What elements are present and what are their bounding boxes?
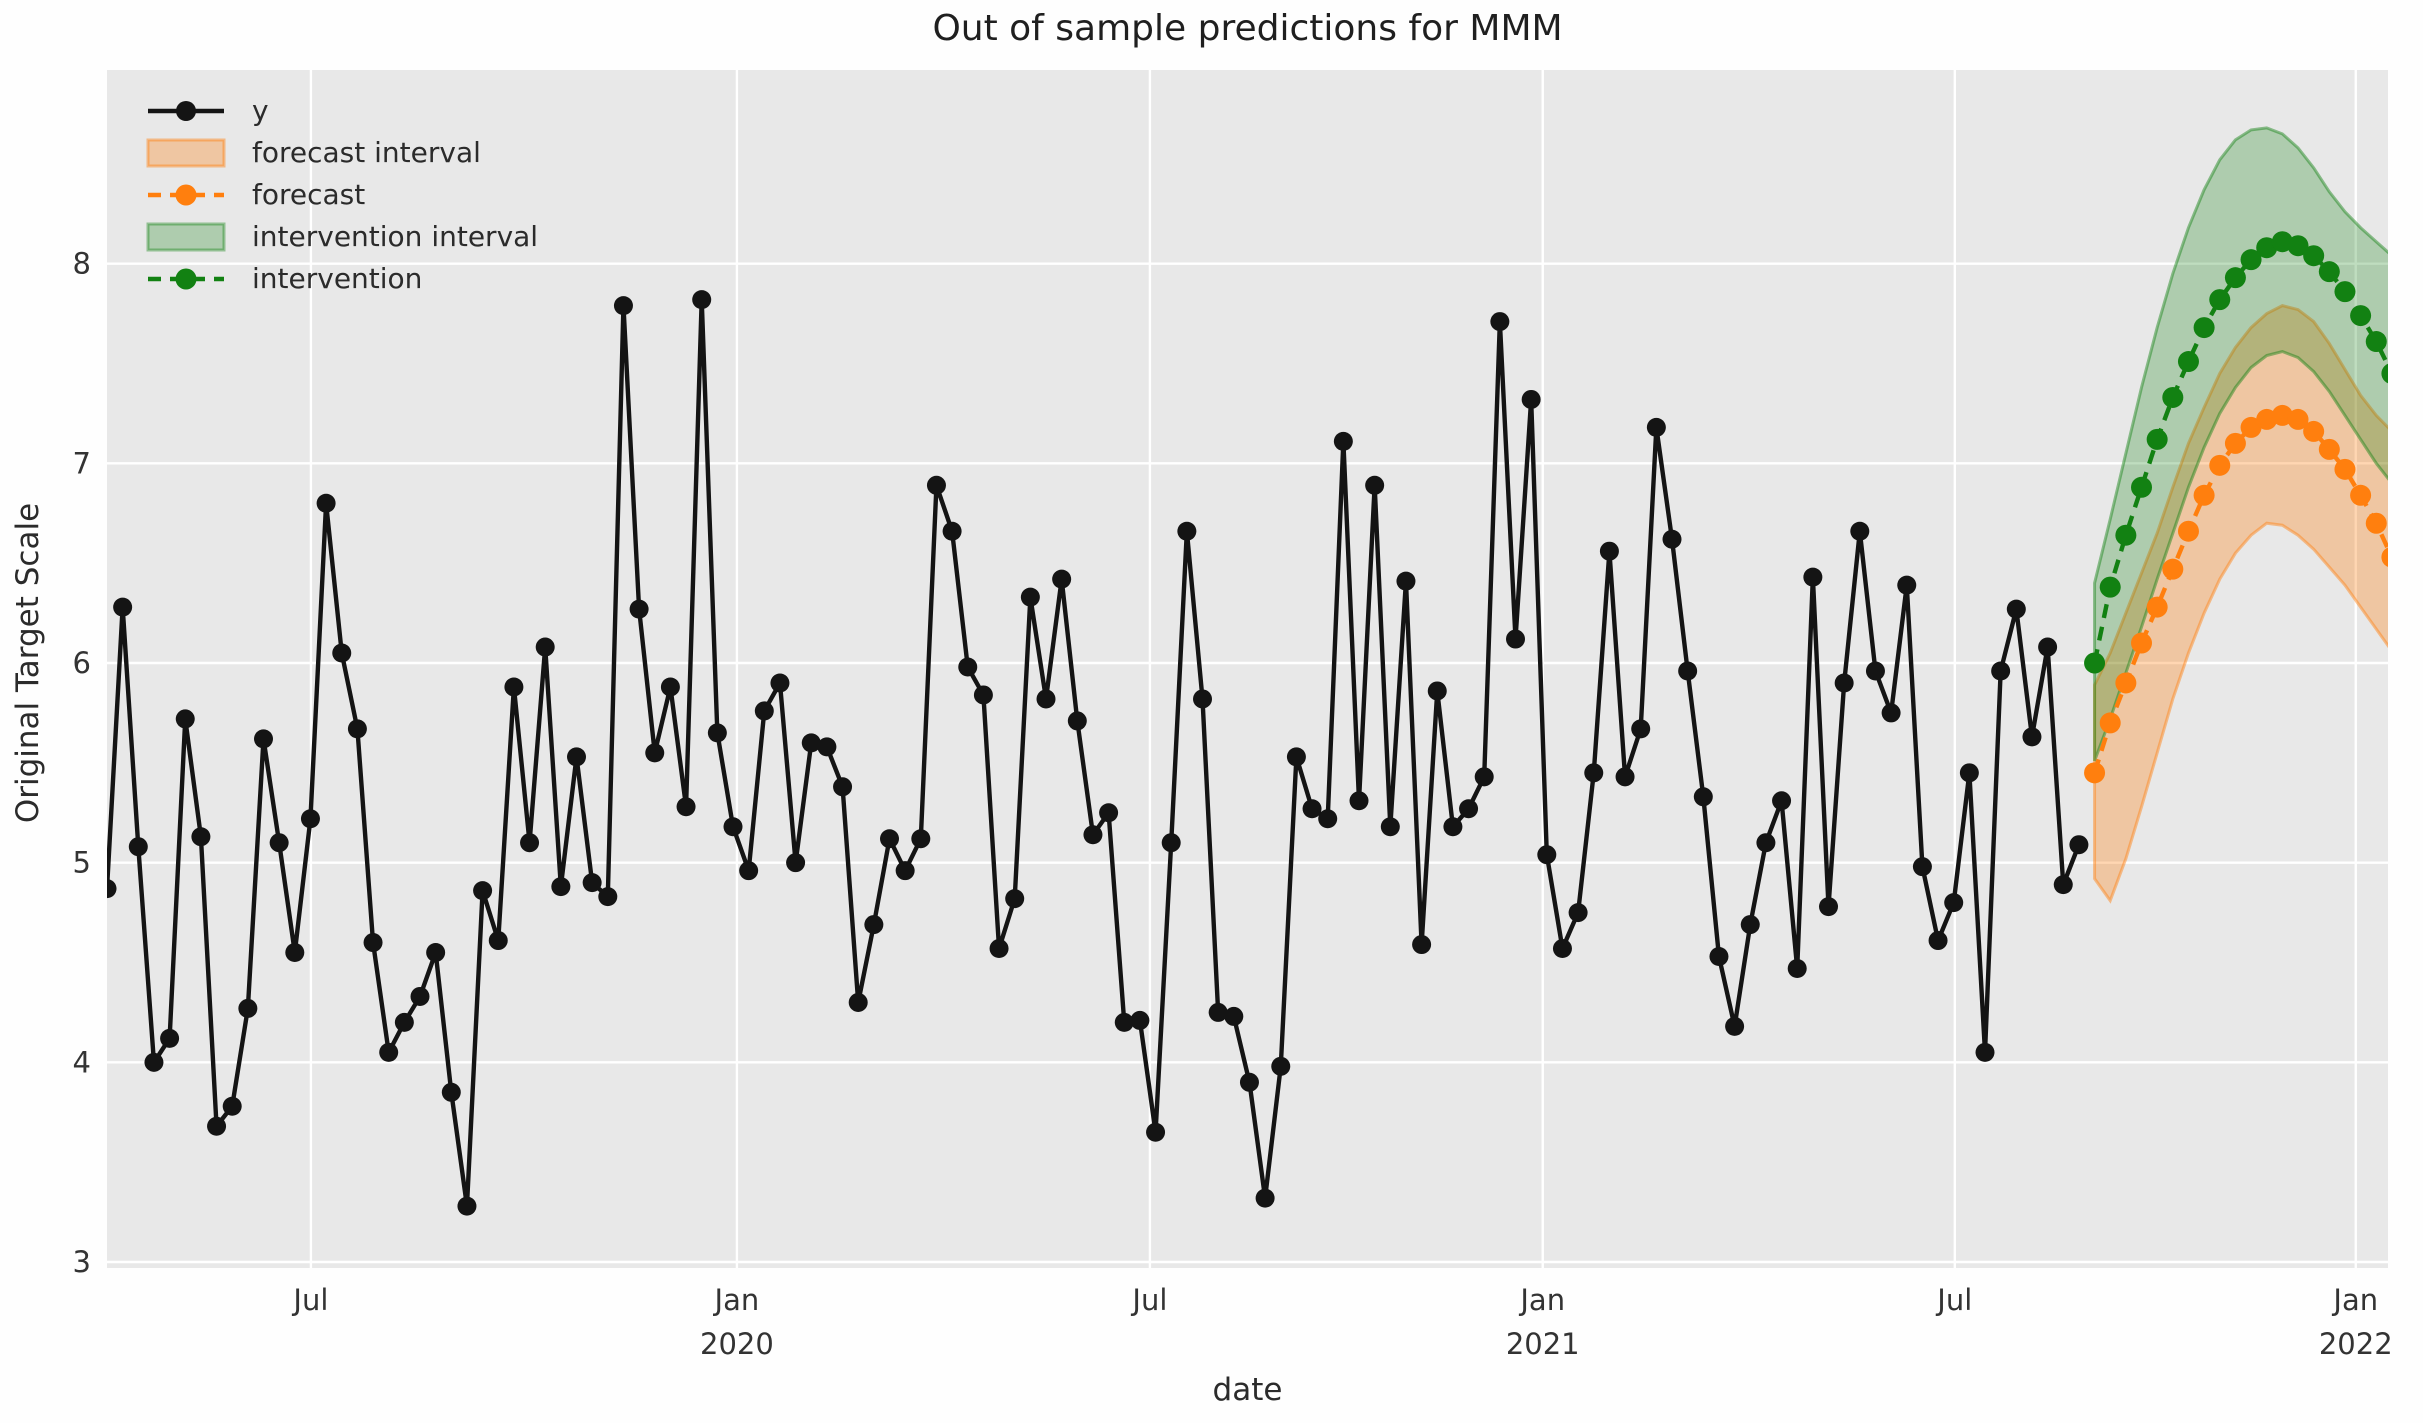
svg-text:2021: 2021 [1506, 1327, 1580, 1361]
series-markers-y [107, 290, 2089, 1216]
svg-text:3: 3 [73, 1245, 91, 1279]
series-markers-intervention [2084, 231, 2388, 674]
legend-item-intervention: intervention [146, 262, 538, 295]
svg-text:Jul: Jul [1935, 1283, 1972, 1317]
chart-title: Out of sample predictions for MMM [932, 8, 1563, 49]
legend-item-forecast-interval: forecast interval [146, 136, 538, 169]
x-axis-label: date [1212, 1372, 1283, 1408]
legend-item-y: y [146, 94, 538, 127]
black-line-marker-icon [148, 100, 224, 121]
svg-text:6: 6 [73, 646, 91, 680]
orange-band-icon [146, 138, 226, 167]
series-layer [107, 126, 2388, 1216]
svg-text:Jan: Jan [1518, 1283, 1565, 1317]
forecast-interval [2093, 304, 2388, 904]
svg-text:2020: 2020 [700, 1327, 774, 1361]
legend-label: y [252, 94, 269, 127]
svg-text:Jan: Jan [713, 1283, 760, 1317]
svg-text:8: 8 [73, 247, 91, 281]
legend-label: intervention [252, 262, 423, 295]
y-axis-label: Original Target Scale [10, 502, 46, 824]
svg-text:Jan: Jan [2331, 1283, 2378, 1317]
orange-dashed-marker-icon [148, 184, 224, 205]
legend-label: forecast [252, 178, 366, 211]
tick-labels: 3 4 5 6 7 8 Jul Jan 2020 Jul Jan 2021 Jul Jan 2022 [73, 247, 2393, 1361]
legend-label: intervention interval [252, 220, 539, 253]
legend-item-forecast: forecast [146, 178, 538, 211]
svg-text:2022: 2022 [2319, 1327, 2393, 1361]
intervention-interval [2093, 126, 2388, 762]
svg-text:4: 4 [73, 1045, 91, 1079]
svg-text:5: 5 [73, 846, 91, 880]
gridlines [107, 70, 2388, 1268]
green-dashed-marker-icon [148, 268, 224, 289]
series-markers-forecast [2084, 404, 2388, 784]
svg-text:Jul: Jul [291, 1283, 328, 1317]
legend-label: forecast interval [252, 136, 481, 169]
svg-text:7: 7 [73, 446, 91, 480]
legend-item-intervention-interval: intervention interval [146, 220, 538, 253]
legend: y forecast interval forecast interventio… [146, 94, 538, 295]
svg-text:Jul: Jul [1130, 1283, 1167, 1317]
green-band-icon [146, 222, 226, 251]
